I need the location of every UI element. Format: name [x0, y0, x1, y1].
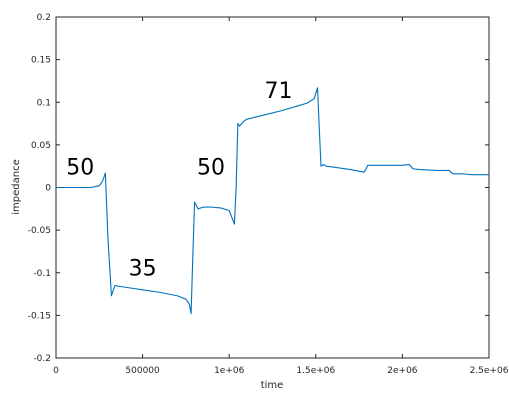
x-tick-label: 0	[53, 366, 59, 376]
segment-label: 50	[197, 156, 225, 181]
x-tick-label: 1.5e+06	[296, 366, 335, 376]
segment-label: 71	[265, 79, 293, 104]
y-tick-label: 0.1	[37, 98, 51, 108]
series-line	[56, 88, 489, 314]
y-axis-title: impedance	[11, 159, 22, 214]
x-tick-label: 1e+06	[214, 366, 245, 376]
y-tick-label: -0.15	[28, 311, 51, 321]
segment-label: 50	[66, 156, 94, 181]
y-tick-label: -0.05	[28, 226, 51, 236]
series-layer	[56, 88, 489, 314]
y-tick-label: 0.2	[37, 13, 51, 23]
y-tick-label: 0.05	[31, 141, 51, 151]
segment-label: 35	[129, 256, 157, 281]
y-tick-label: -0.2	[33, 354, 51, 364]
ticks-layer: 0 500000 1e+06 1.5e+06 2e+06 2.5e+06-0.2-0.15…	[28, 13, 509, 376]
plot-frame	[56, 17, 489, 358]
x-tick-label: 2.5e+06	[470, 366, 509, 376]
x-tick-label: 2e+06	[387, 366, 418, 376]
x-tick-label: 500000	[125, 366, 160, 376]
annotations-layer: 50 35 50 71	[66, 79, 292, 281]
x-axis-title: time	[261, 380, 284, 391]
y-tick-label: 0.15	[31, 56, 51, 66]
y-tick-label: -0.1	[33, 269, 51, 279]
y-tick-label: 0	[45, 184, 51, 194]
